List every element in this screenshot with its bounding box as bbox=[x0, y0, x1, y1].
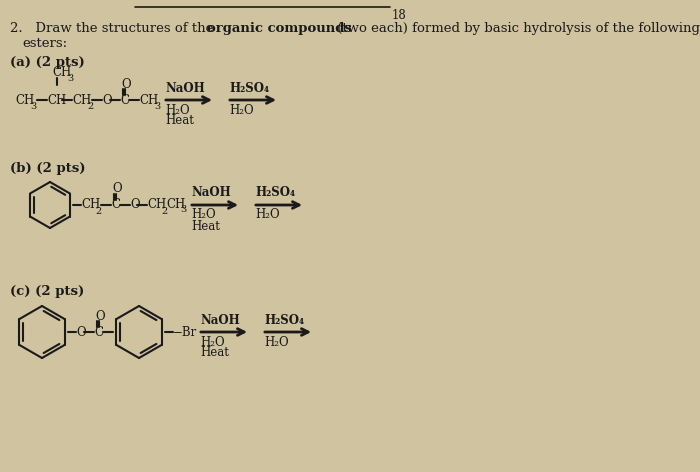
Text: NaOH: NaOH bbox=[200, 313, 239, 327]
Text: C: C bbox=[94, 326, 103, 338]
Text: C: C bbox=[111, 199, 120, 211]
Text: NaOH: NaOH bbox=[191, 186, 231, 200]
Text: esters:: esters: bbox=[22, 37, 67, 50]
Text: 2: 2 bbox=[95, 207, 101, 216]
Text: O: O bbox=[76, 326, 85, 338]
Text: H₂SO₄: H₂SO₄ bbox=[229, 82, 269, 94]
Text: H₂O: H₂O bbox=[255, 209, 279, 221]
Text: 3: 3 bbox=[30, 102, 36, 111]
Text: H₂O: H₂O bbox=[200, 336, 225, 348]
Text: CH: CH bbox=[72, 93, 91, 107]
Text: Heat: Heat bbox=[165, 115, 194, 127]
Text: CH: CH bbox=[81, 199, 100, 211]
Text: 3: 3 bbox=[67, 74, 74, 83]
Text: O: O bbox=[112, 183, 122, 195]
Text: 18: 18 bbox=[392, 9, 407, 22]
Text: organic compounds: organic compounds bbox=[207, 22, 352, 35]
Text: C: C bbox=[120, 93, 129, 107]
Text: CH: CH bbox=[15, 93, 34, 107]
Text: 3: 3 bbox=[154, 102, 160, 111]
Text: H₂O: H₂O bbox=[229, 103, 253, 117]
Text: (a) (2 pts): (a) (2 pts) bbox=[10, 56, 85, 69]
Text: Heat: Heat bbox=[191, 219, 220, 233]
Text: CH: CH bbox=[47, 93, 66, 107]
Text: CH: CH bbox=[147, 199, 167, 211]
Text: CH: CH bbox=[52, 66, 71, 78]
Text: H₂SO₄: H₂SO₄ bbox=[264, 313, 304, 327]
Text: O: O bbox=[102, 93, 111, 107]
Text: (c) (2 pts): (c) (2 pts) bbox=[10, 285, 84, 298]
Text: 3: 3 bbox=[180, 205, 186, 214]
Text: O: O bbox=[121, 77, 131, 91]
Text: H₂O: H₂O bbox=[165, 103, 190, 117]
Text: CH: CH bbox=[166, 199, 186, 211]
Text: Heat: Heat bbox=[200, 346, 229, 360]
Text: O: O bbox=[130, 199, 139, 211]
Text: NaOH: NaOH bbox=[165, 82, 204, 94]
Text: (b) (2 pts): (b) (2 pts) bbox=[10, 162, 85, 175]
Text: H₂SO₄: H₂SO₄ bbox=[255, 186, 295, 200]
Text: 2: 2 bbox=[87, 102, 93, 111]
Text: O: O bbox=[95, 310, 104, 322]
Text: 2.   Draw the structures of the: 2. Draw the structures of the bbox=[10, 22, 218, 35]
Text: (two each) formed by basic hydrolysis of the following: (two each) formed by basic hydrolysis of… bbox=[333, 22, 700, 35]
Text: CH: CH bbox=[139, 93, 158, 107]
Text: H₂O: H₂O bbox=[264, 336, 288, 348]
Text: 2: 2 bbox=[161, 207, 167, 216]
Text: −Br: −Br bbox=[173, 326, 197, 338]
Text: H₂O: H₂O bbox=[191, 209, 216, 221]
